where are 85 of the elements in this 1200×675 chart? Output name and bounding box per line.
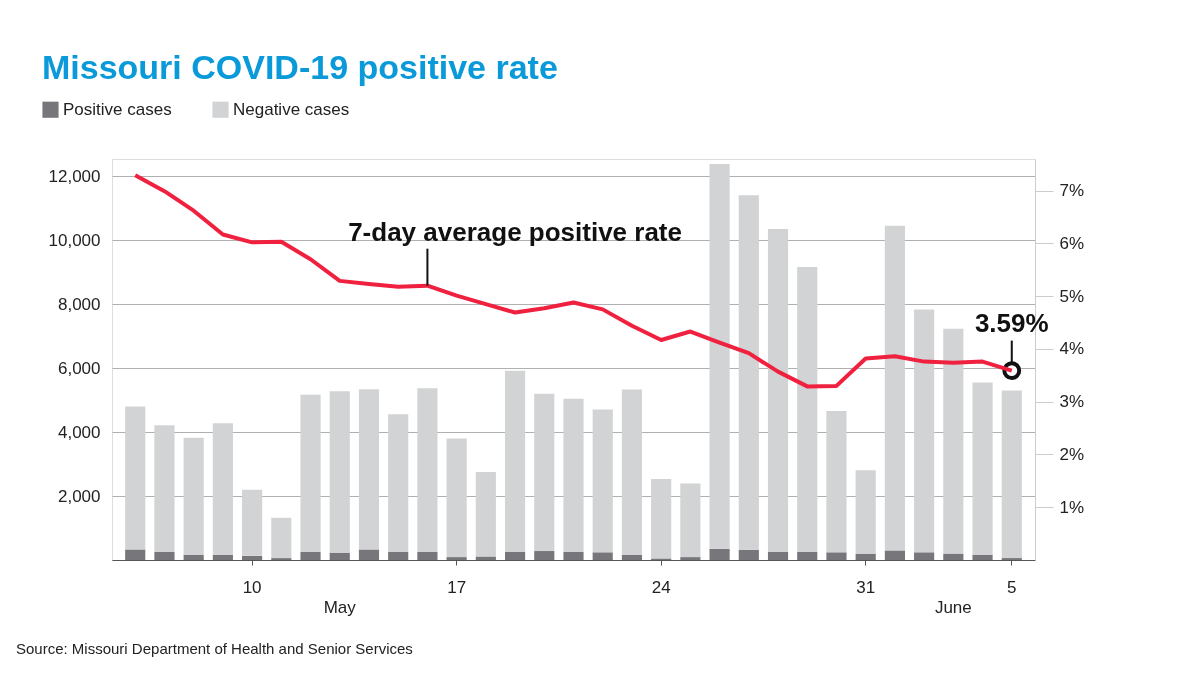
- bar: [563, 398, 584, 553]
- bar: [563, 552, 584, 560]
- bar: [826, 552, 847, 560]
- legend-label: Positive cases: [63, 99, 172, 119]
- y2-tick-label: 7%: [1059, 181, 1085, 201]
- text: June: [934, 598, 972, 617]
- y2-tick-label: 4%: [1059, 339, 1085, 359]
- bar: [943, 328, 964, 554]
- y2-tick-label: 2%: [1059, 444, 1085, 464]
- bar: [738, 195, 759, 550]
- x-tick-label: 10: [242, 577, 262, 597]
- bar: [125, 549, 146, 560]
- bar: [183, 554, 204, 560]
- y2-tick-label: 3%: [1059, 392, 1085, 412]
- bar: [242, 555, 263, 560]
- x-tick-label: 31: [856, 577, 876, 597]
- x-tick-label: 17: [447, 577, 467, 597]
- bar: [797, 551, 818, 560]
- bar: [534, 551, 555, 560]
- bar: [972, 554, 993, 560]
- bar: [212, 423, 233, 555]
- legend-label: Negative cases: [233, 99, 350, 119]
- x-tick-label: 24: [651, 577, 671, 597]
- bar: [446, 438, 467, 558]
- y-tick-label: 4,000: [57, 422, 101, 442]
- source-note: Source: Missouri Department of Health and Senior Services: [16, 640, 413, 657]
- bar: [212, 554, 233, 560]
- bar: [884, 550, 905, 560]
- bar: [797, 267, 818, 552]
- bar: [767, 551, 789, 560]
- y-tick-label: 10,000: [48, 230, 101, 250]
- bar: [855, 470, 876, 554]
- chart-title: Missouri COVID-19 positive rate: [42, 48, 558, 86]
- bar: [417, 552, 438, 560]
- bar: [972, 382, 993, 555]
- y-tick-label: 6,000: [57, 358, 101, 378]
- bar: [475, 556, 496, 560]
- bar: [358, 549, 380, 560]
- bar: [504, 551, 526, 560]
- bar: [329, 552, 350, 560]
- bar: [680, 557, 701, 560]
- bar: [709, 164, 730, 549]
- bar: [621, 389, 643, 555]
- x-tick-label: 5: [1007, 577, 1017, 597]
- bar: [388, 414, 409, 553]
- bar: [680, 483, 701, 558]
- bar: [592, 409, 613, 553]
- bar: [300, 394, 321, 553]
- bar: [475, 472, 496, 557]
- bar: [826, 410, 847, 553]
- bar: [300, 552, 321, 560]
- y-tick-label: 12,000: [48, 166, 101, 186]
- bar: [154, 425, 175, 553]
- bar: [125, 406, 146, 550]
- bar: [358, 389, 380, 550]
- y-tick-label: 8,000: [57, 294, 101, 314]
- y2-tick-label: 5%: [1059, 286, 1085, 306]
- y-tick-label: 2,000: [57, 486, 101, 506]
- bar: [651, 479, 672, 559]
- y2-tick-label: 6%: [1059, 233, 1085, 253]
- bar: [183, 437, 204, 555]
- bar: [417, 388, 438, 553]
- bar: [504, 370, 526, 552]
- bar: [534, 393, 555, 552]
- bar: [271, 517, 292, 559]
- bar: [884, 225, 905, 551]
- bar: [914, 552, 935, 560]
- annotation: 3.59%: [974, 307, 1049, 338]
- bar: [738, 549, 759, 560]
- bar: [767, 229, 789, 552]
- bar: [855, 553, 876, 560]
- bar: [709, 548, 730, 560]
- bar: [943, 553, 964, 560]
- bar: [592, 552, 613, 560]
- bar: [621, 554, 643, 560]
- y2-tick-label: 1%: [1059, 497, 1085, 517]
- series-label: 7-day average positive rate: [348, 217, 682, 248]
- bar: [388, 552, 409, 560]
- bar: [154, 552, 175, 560]
- bar: [1001, 390, 1022, 559]
- bar: [329, 391, 350, 553]
- bar: [446, 557, 467, 560]
- bar: [914, 309, 935, 553]
- text: May: [323, 598, 357, 617]
- bar: [242, 489, 263, 556]
